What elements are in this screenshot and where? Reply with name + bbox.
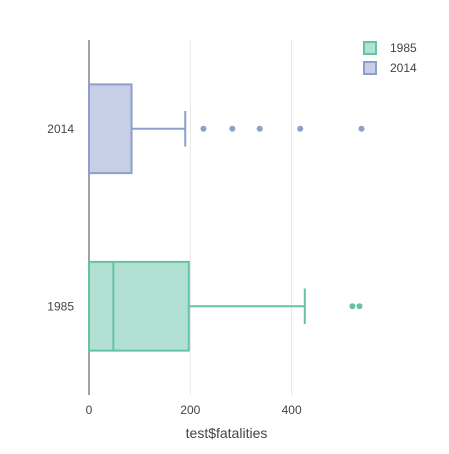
legend[interactable]: 1985 2014 — [363, 41, 417, 75]
legend-label-2014: 2014 — [390, 61, 417, 75]
legend-label-1985: 1985 — [390, 41, 417, 55]
outlier-point-2014-2[interactable] — [256, 125, 263, 132]
boxes — [88, 83, 365, 352]
y-tick-label-1985: 1985 — [47, 299, 74, 313]
grid-lines — [189, 40, 293, 395]
outlier-point-2014-0[interactable] — [200, 125, 207, 132]
legend-swatch-1985 — [363, 41, 377, 55]
box-1985[interactable] — [88, 260, 363, 352]
outlier-point-1985-0[interactable] — [349, 303, 356, 310]
legend-item-2014[interactable]: 2014 — [363, 61, 417, 75]
y-axis-ticks: 2014 1985 — [47, 122, 74, 314]
outlier-point-1985-1[interactable] — [356, 303, 363, 310]
x-tick-label-0: 0 — [86, 403, 93, 417]
box-iqr-2014[interactable] — [88, 83, 133, 175]
y-tick-label-2014: 2014 — [47, 122, 74, 136]
x-tick-label-400: 400 — [282, 403, 302, 417]
box-iqr-1985[interactable] — [88, 260, 190, 352]
legend-swatch-2014 — [363, 61, 377, 75]
box-2014[interactable] — [88, 83, 365, 175]
legend-item-1985[interactable]: 1985 — [363, 41, 417, 55]
x-axis-ticks: 0 200 400 — [86, 403, 302, 417]
x-tick-label-200: 200 — [180, 403, 200, 417]
outlier-point-2014-4[interactable] — [358, 125, 365, 132]
outlier-point-2014-1[interactable] — [229, 125, 236, 132]
outlier-point-2014-3[interactable] — [297, 125, 304, 132]
x-axis-title: test$fatalities — [186, 425, 268, 441]
